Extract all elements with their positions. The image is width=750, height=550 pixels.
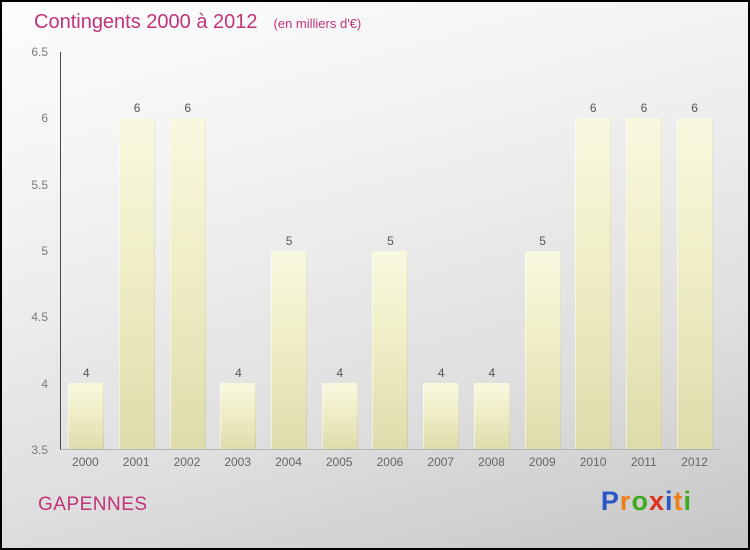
y-tick-label: 4.5 xyxy=(31,310,48,325)
bar-value-label: 5 xyxy=(539,233,546,248)
bars-container: 4 6 6 4 5 4 5 4 4 5 6 6 6 xyxy=(61,52,720,449)
bar xyxy=(321,382,358,449)
bar-group: 6 xyxy=(112,52,163,449)
logo-letter: i xyxy=(664,486,674,516)
bar-group: 4 xyxy=(213,52,264,449)
proxiti-logo: Proxiti xyxy=(601,486,692,517)
bar-value-label: 6 xyxy=(691,101,698,116)
bar xyxy=(423,382,460,449)
chart-subtitle: (en milliers d'€) xyxy=(273,16,362,31)
logo-letter: o xyxy=(631,486,649,516)
bar-value-label: 4 xyxy=(437,365,445,380)
x-tick-label: 2002 xyxy=(173,455,201,469)
bar-value-label: 4 xyxy=(336,365,344,380)
y-tick-label: 3.5 xyxy=(31,443,48,457)
x-tick-label: 2007 xyxy=(427,455,455,469)
bar xyxy=(524,250,561,449)
x-tick-label: 2005 xyxy=(325,455,353,469)
bar-value-label: 4 xyxy=(235,365,242,380)
x-tick-label: 2006 xyxy=(376,455,404,469)
bar-group: 4 xyxy=(467,52,518,449)
x-tick-label: 2000 xyxy=(72,455,99,469)
bar xyxy=(68,382,105,449)
y-tick-label: 4 xyxy=(41,376,48,391)
bar xyxy=(169,118,206,449)
bar-group: 4 xyxy=(61,52,112,449)
logo-letter: r xyxy=(619,486,632,516)
bar xyxy=(676,118,713,449)
bar xyxy=(575,118,612,449)
bar-group: 4 xyxy=(314,52,365,449)
bar-value-label: 4 xyxy=(488,365,496,380)
y-tick-label: 5 xyxy=(41,244,48,258)
bar-group: 6 xyxy=(669,52,720,449)
bar-value-label: 6 xyxy=(640,101,648,116)
x-tick-label: 2003 xyxy=(224,455,252,469)
bar-group: 6 xyxy=(162,52,213,449)
logo-letter: x xyxy=(648,486,665,516)
y-tick-label: 5.5 xyxy=(31,177,48,192)
bar-value-label: 4 xyxy=(83,365,90,380)
chart-header: Contingents 2000 à 2012 (en milliers d'€… xyxy=(34,11,361,34)
bar-value-label: 5 xyxy=(285,233,293,248)
bar-group: 5 xyxy=(264,52,315,449)
bar xyxy=(220,382,257,449)
bar-group: 4 xyxy=(416,52,467,449)
plot-area: 4 6 6 4 5 4 5 4 4 5 6 6 6 xyxy=(60,52,720,450)
bar xyxy=(625,118,662,449)
x-tick-label: 2001 xyxy=(122,455,150,469)
x-tick-label: 2011 xyxy=(630,455,657,469)
y-tick-label: 6 xyxy=(41,111,48,126)
logo-letter: t xyxy=(673,486,684,516)
logo-letter: P xyxy=(600,486,620,516)
org-name: GAPENNES xyxy=(38,494,148,515)
bar-group: 6 xyxy=(568,52,619,449)
x-tick-label: 2010 xyxy=(579,455,607,469)
bar-value-label: 6 xyxy=(133,101,141,116)
bar xyxy=(119,118,156,449)
bar-value-label: 6 xyxy=(184,101,192,116)
y-axis: 3.5 4 4.5 5 5.5 6 6.5 xyxy=(2,45,56,457)
bar-group: 5 xyxy=(365,52,416,449)
x-tick-label: 2012 xyxy=(681,455,708,469)
chart-title: Contingents 2000 à 2012 xyxy=(34,11,258,33)
logo-letter: i xyxy=(683,486,692,516)
bar xyxy=(271,250,308,449)
bar xyxy=(473,382,510,449)
x-tick-label: 2009 xyxy=(528,455,556,469)
x-axis: 2000 2001 2002 2003 2004 2005 2006 2007 2008 2009… xyxy=(60,455,720,469)
x-tick-label: 2008 xyxy=(478,455,505,469)
bar xyxy=(372,250,409,449)
bar-value-label: 6 xyxy=(589,101,597,116)
bar-group: 6 xyxy=(619,52,670,449)
bar-value-label: 5 xyxy=(387,233,394,248)
y-tick-label: 6.5 xyxy=(31,45,48,59)
x-tick-label: 2004 xyxy=(275,455,302,469)
bar-group: 5 xyxy=(517,52,568,449)
